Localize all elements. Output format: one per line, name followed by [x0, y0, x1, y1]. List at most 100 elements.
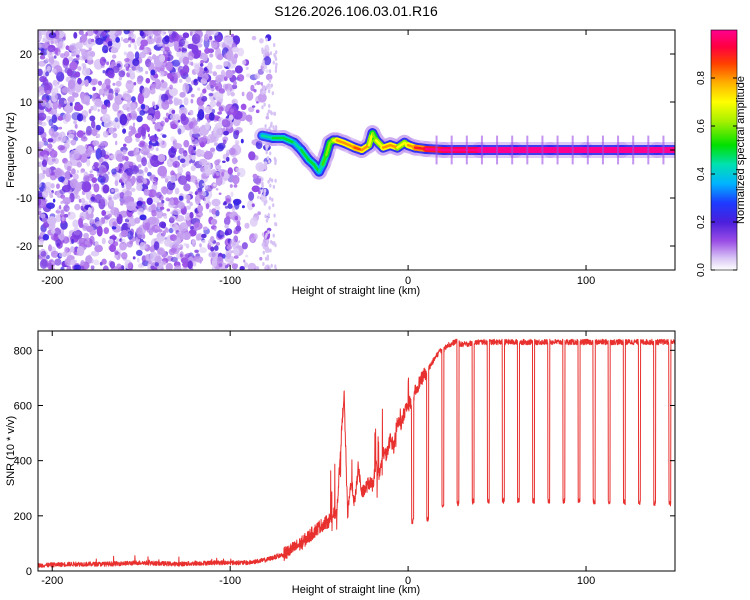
noise-blob: [224, 83, 233, 92]
noise-blob: [118, 70, 126, 78]
noise-blob: [265, 218, 269, 223]
noise-blob: [244, 222, 250, 229]
noise-blob: [93, 161, 99, 168]
noise-blob: [57, 115, 64, 121]
noise-blob: [212, 151, 215, 155]
noise-blob: [241, 242, 248, 250]
noise-blob: [78, 237, 89, 247]
noise-blob: [139, 30, 145, 37]
noise-blob: [47, 216, 57, 226]
noise-blob: [201, 95, 208, 102]
y-tick-label: 400: [14, 456, 32, 468]
noise-blob: [268, 78, 272, 83]
noise-blob: [142, 178, 147, 183]
noise-blob: [231, 206, 236, 212]
noise-blob: [192, 120, 198, 126]
noise-blob: [256, 101, 259, 104]
noise-blob: [92, 140, 100, 147]
noise-blob: [113, 124, 116, 128]
noise-blob: [121, 182, 125, 186]
noise-blob: [153, 73, 159, 79]
noise-blob: [38, 192, 43, 199]
noise-blob: [191, 240, 196, 244]
noise-blob: [100, 149, 106, 158]
noise-blob: [115, 153, 125, 162]
noise-blob: [53, 55, 57, 59]
noise-blob: [132, 256, 136, 260]
noise-blob: [265, 73, 273, 81]
noise-blob: [124, 190, 132, 198]
signal-center-segment: [367, 131, 374, 147]
noise-blob: [58, 126, 63, 130]
noise-blob: [251, 185, 260, 193]
noise-blob: [107, 94, 113, 101]
noise-blob: [102, 130, 109, 138]
noise-blob: [241, 91, 245, 97]
noise-blob: [88, 254, 92, 259]
noise-blob: [59, 205, 62, 210]
noise-blob: [57, 51, 61, 56]
noise-blob: [183, 150, 188, 157]
noise-blob: [128, 161, 134, 166]
noise-blob: [248, 151, 256, 161]
noise-blob: [253, 89, 257, 93]
noise-blob: [49, 51, 52, 56]
noise-blob: [275, 50, 278, 55]
noise-blob: [179, 78, 183, 83]
noise-blob: [231, 157, 238, 165]
noise-blob: [169, 234, 177, 242]
noise-blob: [88, 217, 94, 223]
noise-blob: [99, 56, 106, 66]
noise-blob: [168, 198, 175, 206]
noise-blob: [73, 32, 78, 39]
noise-blob: [125, 180, 132, 191]
signal-center-segment: [396, 141, 406, 149]
noise-blob: [111, 188, 114, 193]
noise-blob: [142, 87, 150, 99]
noise-blob: [76, 57, 80, 60]
noise-blob: [201, 73, 209, 81]
y-tick-label: -10: [16, 193, 32, 205]
noise-blob: [193, 79, 198, 83]
noise-blob: [255, 266, 260, 270]
noise-blob: [210, 218, 218, 225]
noise-blob: [215, 86, 219, 90]
noise-blob: [113, 193, 120, 200]
colorbar-tick-label: 0.2: [696, 215, 707, 229]
noise-blob: [256, 195, 260, 199]
signal-center-segment: [413, 146, 428, 151]
noise-blob: [270, 263, 273, 268]
noise-blob: [104, 49, 108, 53]
noise-blob: [92, 166, 95, 170]
noise-blob: [167, 30, 173, 35]
noise-blob: [119, 241, 127, 251]
noise-blob: [240, 138, 244, 144]
noise-blob: [196, 189, 203, 195]
noise-blob: [128, 43, 132, 48]
noise-blob: [245, 114, 253, 122]
noise-blob: [225, 152, 230, 157]
noise-blob: [68, 130, 72, 134]
noise-blob: [129, 102, 137, 111]
noise-blob: [120, 36, 124, 42]
signal-center-segment: [424, 147, 445, 152]
noise-blob: [212, 125, 223, 138]
noise-blob: [144, 166, 149, 173]
noise-blob: [185, 194, 191, 201]
noise-blob: [76, 161, 82, 168]
noise-blob: [110, 47, 119, 54]
noise-blob: [183, 97, 189, 106]
noise-blob: [102, 70, 106, 74]
noise-blob: [136, 200, 143, 206]
noise-blob: [95, 124, 101, 131]
noise-blob: [274, 158, 277, 163]
noise-blob: [198, 50, 202, 54]
noise-blob: [123, 143, 127, 147]
noise-blob: [173, 41, 179, 49]
noise-blob: [250, 84, 255, 92]
noise-blob: [257, 211, 261, 216]
noise-blob: [87, 207, 92, 215]
noise-blob: [204, 33, 209, 42]
noise-blob: [252, 173, 258, 179]
